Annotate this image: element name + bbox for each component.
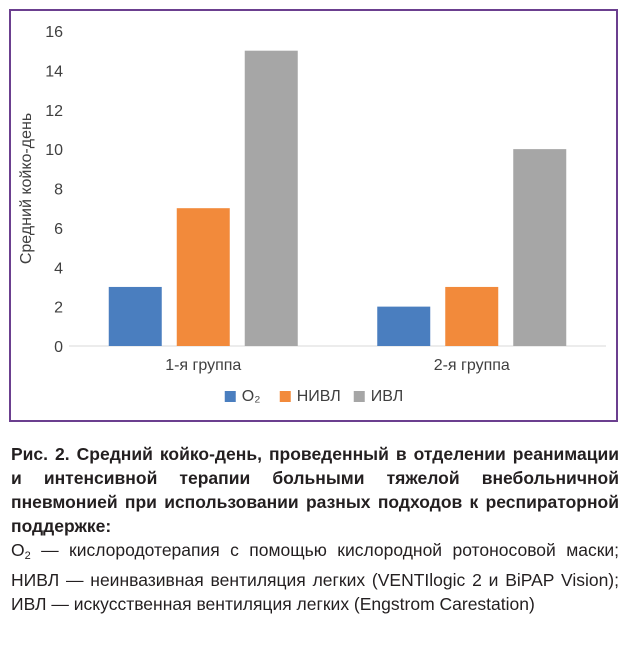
- bar-chart: 0 2 4 6 8 10 12 14 16 Средний койко-день 1-я групп…: [18, 24, 606, 405]
- bar-1-1: [108, 286, 162, 346]
- legend-swatch: [224, 391, 236, 402]
- y-tick-label: 4: [54, 260, 63, 277]
- chart-frame: 0 2 4 6 8 10 12 14 16 Средний койко-день 1-я групп…: [9, 9, 618, 422]
- figure-caption: Рис. 2. Средний койко-день, проведенный …: [11, 442, 619, 616]
- y-tick-label: 8: [54, 182, 63, 199]
- caption-o2-subscript: 2: [24, 550, 31, 562]
- caption-body: O2 — кислородотерапия с помощью кислород…: [11, 538, 619, 616]
- y-tick-label: 2: [54, 300, 63, 317]
- y-axis-label: Средний койко-день: [18, 113, 35, 264]
- bar-2-2: [445, 286, 499, 346]
- x-category-label: 1-я группа: [165, 357, 241, 374]
- y-tick-label: 6: [54, 221, 63, 238]
- x-category-label: 2-я группа: [434, 357, 510, 374]
- y-tick-label: 0: [54, 339, 63, 356]
- bar-1-3: [244, 50, 298, 346]
- bar-2-3: [513, 149, 567, 346]
- y-tick-label: 14: [45, 63, 63, 80]
- bar-1-2: [176, 208, 230, 346]
- legend-label: ИВЛ: [371, 388, 404, 405]
- caption-body-text: — кислородотерапия с помощью кислородной…: [11, 540, 619, 614]
- y-tick-label: 16: [45, 24, 63, 41]
- y-tick-label: 10: [45, 142, 63, 159]
- legend-label: НИВЛ: [297, 388, 341, 405]
- caption-title: Рис. 2. Средний койко-день, проведенный …: [11, 444, 619, 536]
- legend-swatch: [279, 391, 291, 402]
- legend-swatch: [353, 391, 365, 402]
- bar-2-1: [377, 306, 431, 346]
- y-tick-label: 12: [45, 103, 63, 120]
- legend-label: O₂: [242, 388, 261, 405]
- caption-o2: O: [11, 540, 25, 560]
